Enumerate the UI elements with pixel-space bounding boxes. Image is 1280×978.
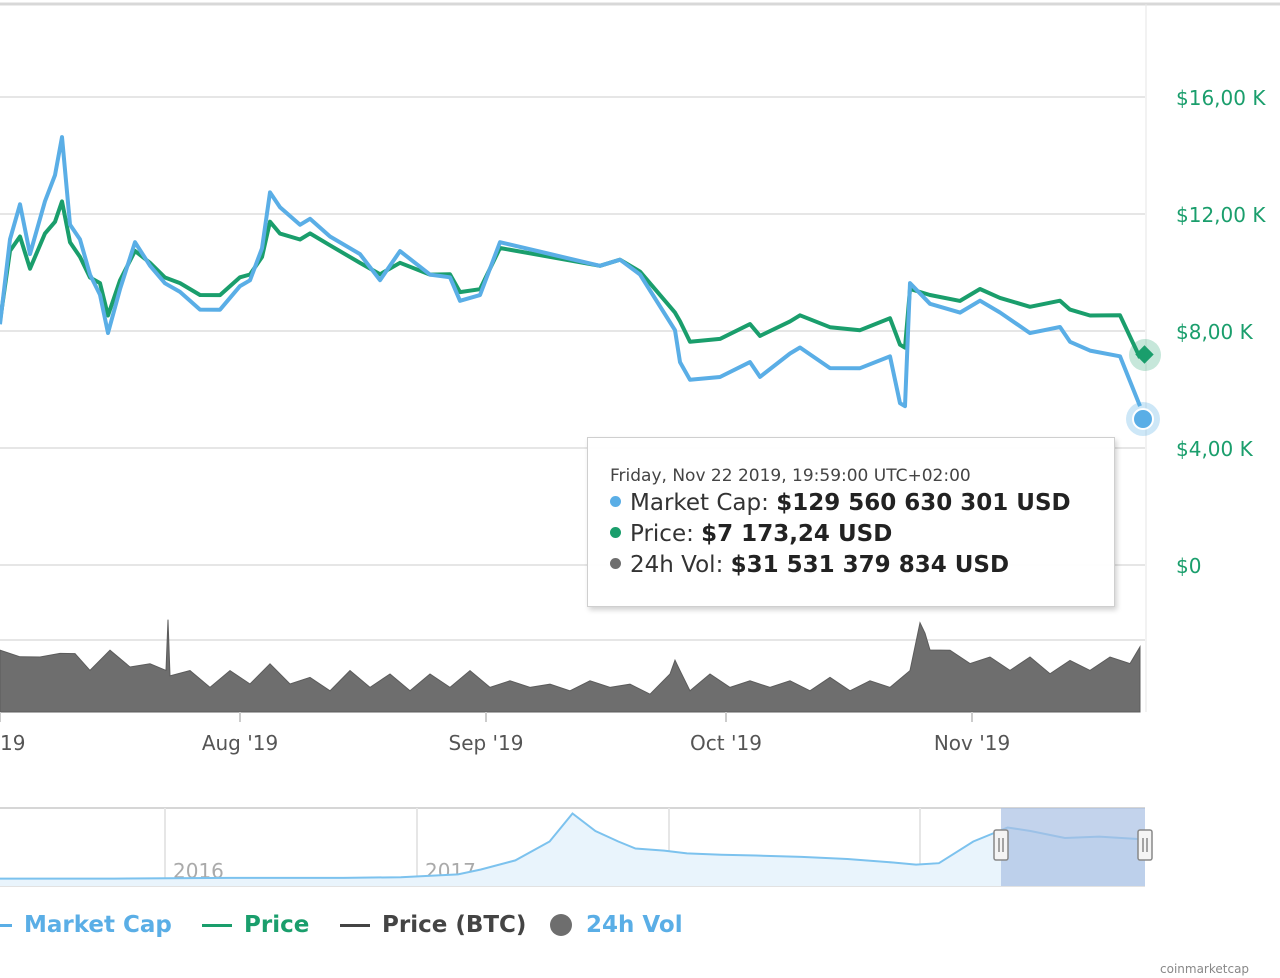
x-tick-label: Sep '19 bbox=[449, 731, 524, 755]
x-tick-label: Aug '19 bbox=[202, 731, 278, 755]
tooltip-label: Price: bbox=[630, 521, 694, 547]
tooltip: Friday, Nov 22 2019, 19:59:00 UTC+02:00 … bbox=[587, 437, 1115, 607]
volume-area bbox=[0, 619, 1141, 713]
price-dot-icon bbox=[610, 527, 621, 538]
tooltip-value: $7 173,24 USD bbox=[701, 521, 893, 547]
price-marker-diamond bbox=[1135, 345, 1154, 364]
tooltip-label: 24h Vol: bbox=[630, 552, 724, 578]
y-tick-label: $4,00 K bbox=[1176, 437, 1254, 461]
legend-label: Price (BTC) bbox=[382, 912, 527, 938]
x-axis-tick-labels: 19 Aug '19 Sep '19 Oct '19 Nov '19 bbox=[0, 712, 1010, 755]
y-tick-label: $12,00 K bbox=[1176, 203, 1266, 227]
y-tick-label: $0 bbox=[1176, 554, 1201, 578]
x-tick-label: Oct '19 bbox=[690, 731, 762, 755]
series-market-cap-line bbox=[0, 135, 1142, 409]
legend-label: Price bbox=[244, 912, 310, 938]
y-axis-tick-labels: $16,00 K $12,00 K $8,00 K $4,00 K $0 bbox=[1176, 86, 1266, 578]
legend-item-market-cap[interactable]: Market Cap bbox=[0, 912, 172, 938]
market-cap-dot-icon bbox=[610, 496, 621, 507]
price-btc-line-icon bbox=[340, 923, 370, 927]
source-credit: coinmarketcap bbox=[1160, 962, 1250, 976]
volume-circle-icon bbox=[550, 914, 572, 936]
navigator-selection bbox=[1001, 808, 1145, 886]
legend-item-price-btc[interactable]: Price (BTC) bbox=[340, 912, 526, 938]
market-cap-line-icon bbox=[0, 923, 12, 927]
x-tick-label: Nov '19 bbox=[934, 731, 1010, 755]
market-cap-marker bbox=[1132, 408, 1154, 430]
hover-markers bbox=[1126, 339, 1161, 436]
navigator-handle bbox=[1137, 829, 1153, 861]
legend-item-price[interactable]: Price bbox=[202, 912, 309, 938]
range-navigator[interactable]: 2016201720182019 bbox=[0, 807, 1153, 887]
series-24h-vol-area bbox=[0, 619, 1141, 713]
y-tick-label: $8,00 K bbox=[1176, 320, 1254, 344]
legend-label: Market Cap bbox=[24, 912, 172, 938]
navigator-handle bbox=[993, 829, 1009, 861]
tooltip-row-volume: 24h Vol: $31 531 379 834 USD bbox=[610, 550, 1114, 581]
gridlines bbox=[0, 2, 1280, 712]
y-tick-label: $16,00 K bbox=[1176, 86, 1266, 110]
tooltip-row-price: Price: $7 173,24 USD bbox=[610, 519, 1114, 550]
tooltip-label: Market Cap: bbox=[630, 490, 769, 516]
tooltip-date: Friday, Nov 22 2019, 19:59:00 UTC+02:00 bbox=[610, 466, 971, 486]
tooltip-row-market-cap: Market Cap: $129 560 630 301 USD bbox=[610, 488, 1114, 519]
navigator-line bbox=[0, 812, 1146, 880]
price-line-icon bbox=[202, 923, 232, 927]
navigator-area bbox=[0, 813, 1145, 886]
volume-dot-icon bbox=[610, 558, 621, 569]
tooltip-value: $31 531 379 834 USD bbox=[730, 552, 1010, 578]
series-lines bbox=[0, 135, 1142, 409]
legend-label: 24h Vol bbox=[586, 912, 683, 938]
legend-item-24h-vol[interactable]: 24h Vol bbox=[550, 912, 683, 938]
x-tick-label: 19 bbox=[0, 731, 25, 755]
tooltip-value: $129 560 630 301 USD bbox=[776, 490, 1071, 516]
series-price-line bbox=[0, 199, 1142, 359]
